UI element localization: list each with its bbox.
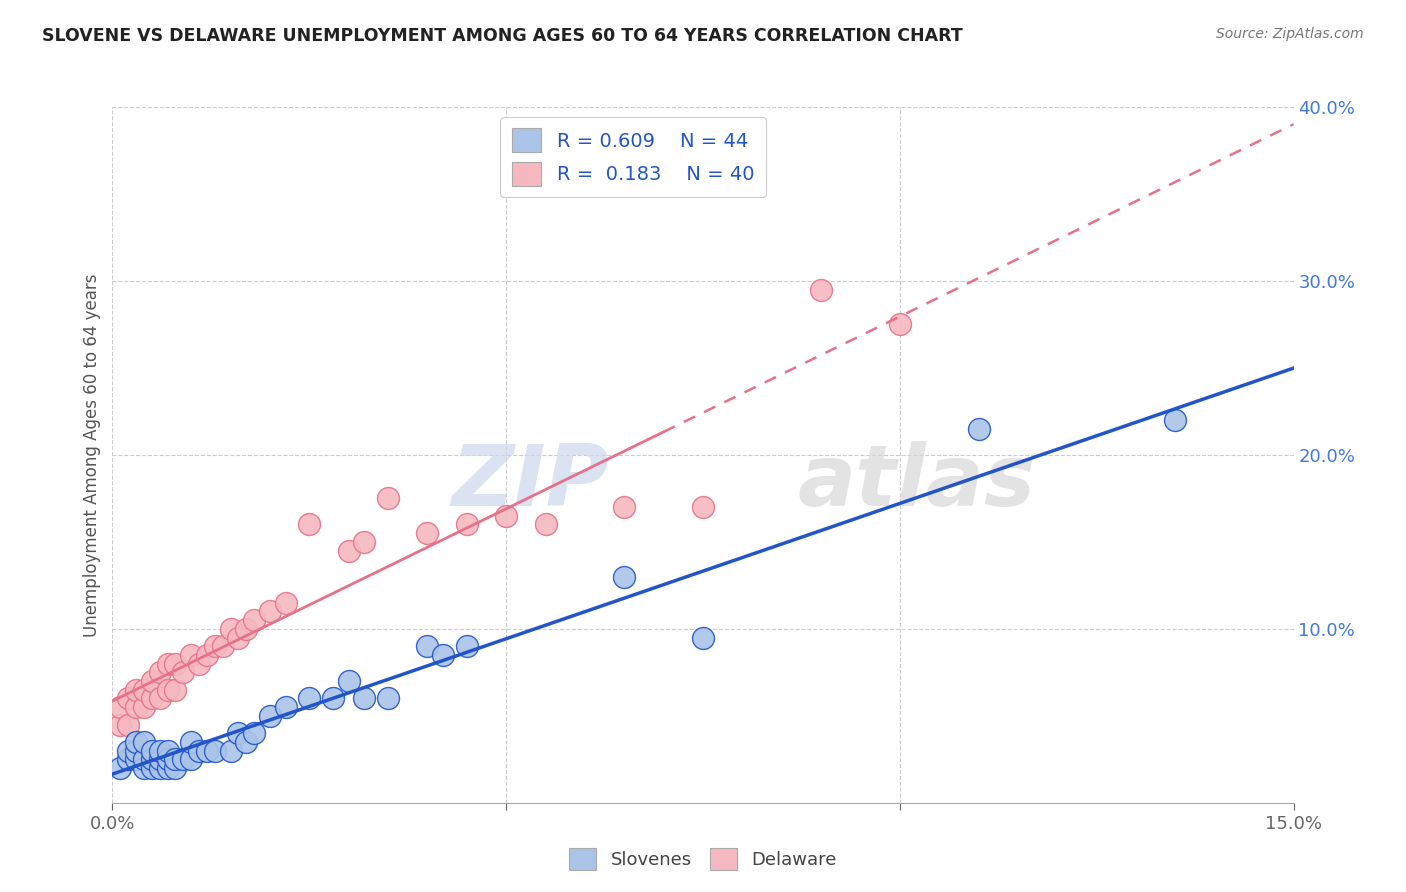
Text: SLOVENE VS DELAWARE UNEMPLOYMENT AMONG AGES 60 TO 64 YEARS CORRELATION CHART: SLOVENE VS DELAWARE UNEMPLOYMENT AMONG A… bbox=[42, 27, 963, 45]
Point bbox=[188, 744, 211, 758]
Point bbox=[353, 691, 375, 706]
Point bbox=[110, 761, 132, 775]
Point bbox=[337, 543, 360, 558]
Point bbox=[165, 682, 187, 697]
Point bbox=[377, 491, 399, 506]
Point bbox=[180, 735, 202, 749]
Point bbox=[117, 752, 139, 766]
Point bbox=[195, 648, 218, 662]
Point bbox=[889, 318, 911, 332]
Point bbox=[132, 682, 155, 697]
Y-axis label: Unemployment Among Ages 60 to 64 years: Unemployment Among Ages 60 to 64 years bbox=[83, 273, 101, 637]
Point bbox=[243, 613, 266, 627]
Point bbox=[165, 752, 187, 766]
Point bbox=[298, 691, 321, 706]
Point bbox=[125, 700, 148, 714]
Point bbox=[298, 517, 321, 532]
Point bbox=[195, 744, 218, 758]
Point bbox=[534, 517, 557, 532]
Point bbox=[810, 283, 832, 297]
Point bbox=[125, 744, 148, 758]
Point bbox=[219, 744, 242, 758]
Point bbox=[117, 691, 139, 706]
Text: ZIP: ZIP bbox=[451, 442, 609, 524]
Point bbox=[172, 665, 194, 680]
Point bbox=[156, 657, 179, 671]
Point bbox=[149, 744, 172, 758]
Point bbox=[149, 665, 172, 680]
Text: Source: ZipAtlas.com: Source: ZipAtlas.com bbox=[1216, 27, 1364, 41]
Legend: Slovenes, Delaware: Slovenes, Delaware bbox=[562, 841, 844, 877]
Point bbox=[243, 726, 266, 740]
Point bbox=[117, 744, 139, 758]
Point bbox=[110, 717, 132, 731]
Point bbox=[692, 500, 714, 514]
Point bbox=[235, 622, 257, 636]
Point bbox=[141, 674, 163, 689]
Point bbox=[110, 700, 132, 714]
Point bbox=[416, 526, 439, 541]
Point bbox=[132, 752, 155, 766]
Point bbox=[1164, 413, 1187, 427]
Point bbox=[172, 752, 194, 766]
Text: atlas: atlas bbox=[797, 442, 1036, 524]
Point bbox=[117, 717, 139, 731]
Point bbox=[432, 648, 454, 662]
Point bbox=[204, 744, 226, 758]
Point bbox=[274, 700, 297, 714]
Point bbox=[149, 752, 172, 766]
Point bbox=[219, 622, 242, 636]
Point bbox=[149, 761, 172, 775]
Point bbox=[353, 534, 375, 549]
Point bbox=[156, 752, 179, 766]
Point bbox=[132, 700, 155, 714]
Point bbox=[180, 648, 202, 662]
Point bbox=[125, 752, 148, 766]
Point bbox=[141, 761, 163, 775]
Point bbox=[125, 682, 148, 697]
Point bbox=[156, 682, 179, 697]
Point bbox=[156, 744, 179, 758]
Point bbox=[613, 500, 636, 514]
Point bbox=[495, 508, 517, 523]
Point bbox=[132, 761, 155, 775]
Point bbox=[274, 596, 297, 610]
Point bbox=[259, 605, 281, 619]
Point bbox=[204, 639, 226, 653]
Point bbox=[125, 735, 148, 749]
Point bbox=[188, 657, 211, 671]
Point bbox=[235, 735, 257, 749]
Point bbox=[141, 691, 163, 706]
Point bbox=[259, 708, 281, 723]
Point bbox=[228, 631, 250, 645]
Point bbox=[156, 761, 179, 775]
Point bbox=[416, 639, 439, 653]
Point bbox=[337, 674, 360, 689]
Point bbox=[967, 422, 990, 436]
Point bbox=[149, 691, 172, 706]
Point bbox=[456, 517, 478, 532]
Point bbox=[322, 691, 344, 706]
Point bbox=[692, 631, 714, 645]
Point bbox=[456, 639, 478, 653]
Point bbox=[228, 726, 250, 740]
Point bbox=[132, 735, 155, 749]
Point bbox=[211, 639, 233, 653]
Point bbox=[165, 657, 187, 671]
Point bbox=[141, 752, 163, 766]
Point bbox=[165, 761, 187, 775]
Point bbox=[613, 570, 636, 584]
Point bbox=[180, 752, 202, 766]
Point bbox=[141, 744, 163, 758]
Point bbox=[377, 691, 399, 706]
